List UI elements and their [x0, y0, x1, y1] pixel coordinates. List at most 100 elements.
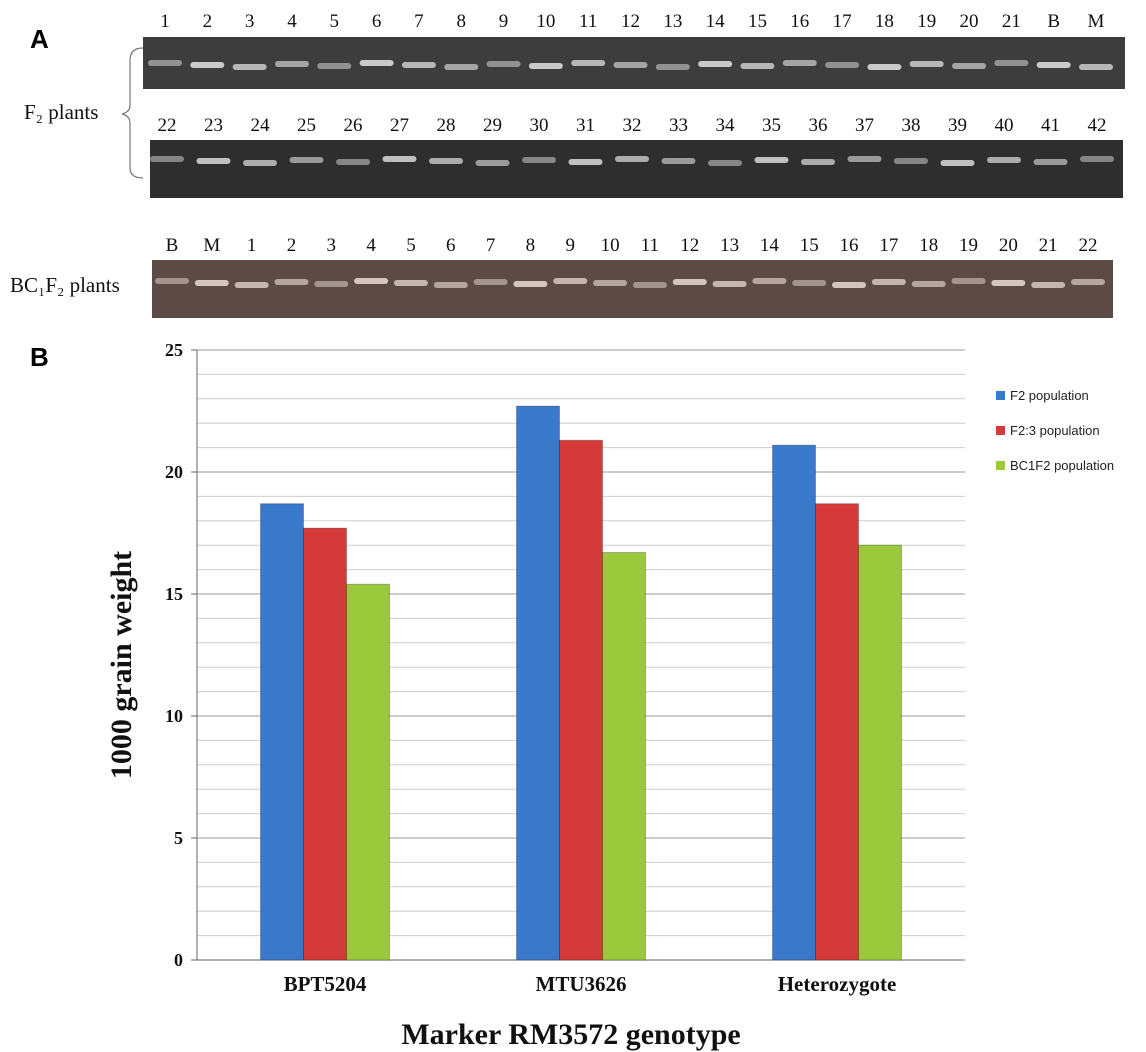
gel-band	[752, 278, 786, 284]
lane-label: 24	[251, 115, 271, 136]
bar	[560, 440, 603, 960]
lane-label: 21	[1002, 11, 1021, 32]
row-label: BC₁F₂ plants	[10, 273, 120, 297]
lane-label: 4	[287, 11, 297, 32]
gel-band	[290, 157, 324, 163]
lane-label: 12	[680, 235, 699, 256]
gel-band	[941, 160, 975, 166]
lane-label: 15	[748, 11, 767, 32]
gel-band	[402, 62, 436, 68]
gel-band	[673, 279, 707, 285]
gel-band	[474, 279, 508, 285]
gel-band	[656, 64, 690, 70]
lane-label: 13	[720, 235, 739, 256]
gel-band	[910, 61, 944, 67]
lane-label: 12	[621, 11, 640, 32]
gel-band	[952, 63, 986, 69]
lane-label: 10	[601, 235, 620, 256]
lane-label: 1	[247, 235, 257, 256]
gel-band	[233, 64, 267, 70]
lane-label: 3	[245, 11, 255, 32]
legend-swatch	[996, 391, 1005, 400]
y-tick-label: 5	[174, 828, 183, 848]
lane-label: 17	[833, 11, 852, 32]
bar	[816, 504, 859, 960]
lane-label: 19	[917, 11, 936, 32]
gel-band	[872, 279, 906, 285]
lane-label: 5	[330, 11, 340, 32]
lane-label: 22	[1079, 235, 1098, 256]
bar	[517, 406, 560, 960]
gel-band	[243, 160, 277, 166]
gel-band	[740, 63, 774, 69]
gel-band	[614, 62, 648, 68]
lane-label: 7	[486, 235, 496, 256]
lane-label: 19	[959, 235, 978, 256]
page: {"panels": ["A", "B"], "gel_labels": ["F…	[0, 0, 1146, 1052]
gel-band	[317, 63, 351, 69]
gel-band	[867, 64, 901, 70]
gel-band	[698, 61, 732, 67]
lane-label: 14	[760, 235, 780, 256]
lane-label: 34	[716, 115, 736, 136]
bar	[304, 528, 347, 960]
gel-band	[615, 156, 649, 162]
lane-label: 33	[669, 115, 688, 136]
gel-band	[662, 158, 696, 164]
gel-band	[994, 60, 1028, 66]
lane-label: 20	[999, 235, 1018, 256]
gel-band	[434, 282, 468, 288]
gel-band	[336, 159, 370, 165]
gel-band	[275, 61, 309, 67]
lane-label: 6	[372, 11, 382, 32]
x-tick-label: Heterozygote	[778, 972, 897, 996]
lane-label: 14	[706, 11, 726, 32]
gel-band	[848, 156, 882, 162]
y-tick-label: 25	[165, 340, 183, 360]
gel-band	[155, 278, 189, 284]
legend-swatch	[996, 461, 1005, 470]
lane-label: 10	[536, 11, 555, 32]
lane-label: 18	[875, 11, 894, 32]
bracket	[122, 48, 143, 178]
lane-label: 35	[762, 115, 781, 136]
y-tick-label: 20	[165, 462, 183, 482]
gel-band	[569, 159, 603, 165]
row-label: F₂ plants	[24, 100, 98, 124]
lane-label: M	[203, 235, 220, 256]
y-tick-label: 15	[165, 584, 183, 604]
gel	[150, 140, 1123, 198]
gel-band	[314, 281, 348, 287]
gel-band	[894, 158, 928, 164]
gel-band	[825, 62, 859, 68]
lane-label: 16	[840, 235, 859, 256]
legend-label: F2:3 population	[1010, 423, 1100, 438]
gel-band	[529, 63, 563, 69]
lane-label: 21	[1039, 235, 1058, 256]
lane-label: 3	[327, 235, 337, 256]
gel-band	[912, 281, 946, 287]
gel-band	[1071, 279, 1105, 285]
legend-label: BC1F2 population	[1010, 458, 1114, 473]
legend-swatch	[996, 426, 1005, 435]
lane-label: 5	[406, 235, 416, 256]
lane-label: 2	[203, 11, 213, 32]
gel-band	[832, 282, 866, 288]
gel-band	[487, 61, 521, 67]
gel-band	[383, 156, 417, 162]
lane-label: 32	[623, 115, 642, 136]
lane-label: 8	[456, 11, 466, 32]
lane-label: 31	[576, 115, 595, 136]
gel-band	[513, 281, 547, 287]
gel-band	[571, 60, 605, 66]
gel-band	[444, 64, 478, 70]
bar	[773, 445, 816, 960]
panel-label: B	[30, 342, 49, 372]
gel-band	[755, 157, 789, 163]
lane-label: 11	[641, 235, 659, 256]
gel-band	[1079, 64, 1113, 70]
lane-label: 36	[809, 115, 828, 136]
lane-label: B	[1047, 11, 1060, 32]
lane-label: 9	[499, 11, 509, 32]
lane-label: 27	[390, 115, 409, 136]
